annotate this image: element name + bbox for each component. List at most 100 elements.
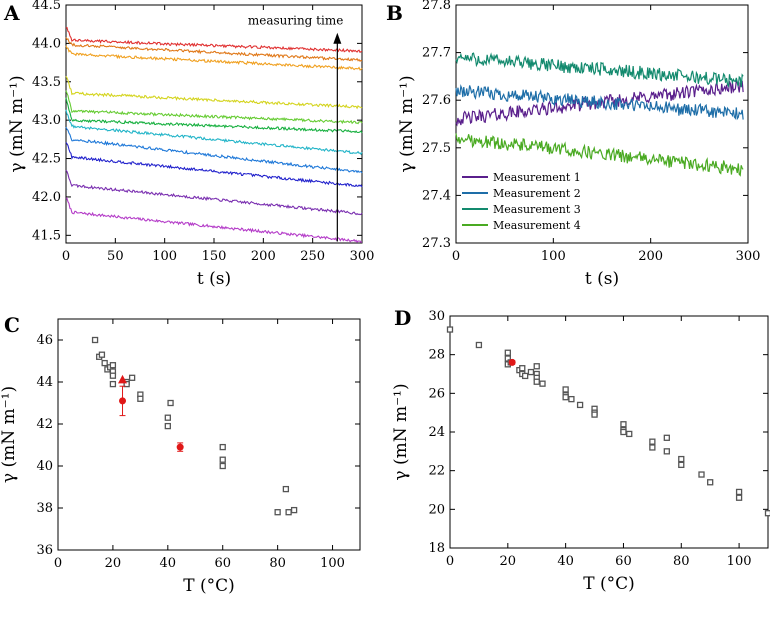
d-literature-point bbox=[527, 368, 535, 376]
a-series-7 bbox=[65, 90, 363, 125]
d-literature-point bbox=[678, 455, 685, 463]
d-ylabel: γ (mN m⁻¹) bbox=[391, 383, 411, 480]
a-ytick-label: 44.0 bbox=[32, 36, 61, 51]
d-xtick-label: 60 bbox=[615, 554, 632, 569]
c-literature-point bbox=[164, 422, 171, 430]
a-series-5 bbox=[65, 109, 363, 156]
d-ytick-label: 22 bbox=[428, 464, 445, 479]
d-literature-point bbox=[620, 421, 627, 428]
c-literature-point bbox=[282, 485, 290, 493]
c-ytick-label: 42 bbox=[36, 417, 53, 432]
c-literature-point bbox=[219, 462, 226, 470]
c-xtick-label: 60 bbox=[214, 556, 231, 571]
c-literature-point bbox=[219, 456, 226, 463]
d-literature-point bbox=[568, 395, 575, 403]
d-xlabel: T (°C) bbox=[583, 574, 635, 594]
a-series-10 bbox=[65, 37, 363, 62]
a-ytick-label: 42.0 bbox=[32, 190, 61, 205]
d-literature-point bbox=[591, 411, 598, 418]
a-ytick-label: 43.0 bbox=[32, 113, 61, 128]
b-xtick-label: 0 bbox=[452, 249, 460, 264]
a-xtick-label: 250 bbox=[300, 249, 325, 264]
d-ytick-label: 28 bbox=[428, 348, 445, 363]
b-xtick-label: 300 bbox=[736, 249, 761, 264]
d-literature-point bbox=[764, 510, 770, 517]
panel-c-label: C bbox=[4, 313, 20, 337]
d-ytick-label: 30 bbox=[428, 309, 445, 324]
a-arrow-head bbox=[333, 32, 342, 44]
c-ytick-label: 38 bbox=[36, 501, 53, 516]
c-xlabel: T (°C) bbox=[183, 576, 235, 596]
c-literature-point bbox=[109, 362, 117, 369]
c-measured-point bbox=[118, 374, 128, 384]
d-literature-point bbox=[504, 349, 511, 356]
c-xtick-label: 80 bbox=[269, 556, 286, 571]
d-ytick-label: 18 bbox=[428, 541, 445, 556]
b-series-4 bbox=[455, 133, 744, 177]
b-ytick-label: 27.8 bbox=[422, 0, 451, 13]
a-series-1 bbox=[65, 197, 363, 244]
d-literature-point bbox=[707, 479, 714, 486]
b-ytick-label: 27.3 bbox=[422, 236, 451, 251]
d-literature-point bbox=[576, 401, 584, 409]
a-series-4 bbox=[65, 126, 363, 174]
c-literature-point bbox=[123, 380, 130, 388]
a-series-6 bbox=[65, 97, 363, 134]
panel-d-label: D bbox=[394, 306, 411, 330]
a-xtick-label: 100 bbox=[152, 249, 177, 264]
panel-a-label: A bbox=[3, 1, 20, 25]
panel-b-chart: 0 100 200 300 27.3 27.4 27.5 27.6 27.7 27.8 t (s) γ… bbox=[397, 0, 760, 289]
panel-a-chart: 0 50 100 150 200 250 300 41.5 42.0 42.5 43.0 43.5 44… bbox=[7, 0, 374, 289]
d-literature-point bbox=[678, 461, 685, 469]
c-ylabel: γ (mN m⁻¹) bbox=[0, 386, 19, 483]
d-literature-point bbox=[649, 444, 656, 451]
a-ytick-label: 44.5 bbox=[32, 0, 61, 13]
b-ylabel: γ (mN m⁻¹) bbox=[397, 75, 417, 172]
d-ytick-label: 20 bbox=[428, 502, 445, 517]
c-literature-point bbox=[285, 509, 292, 516]
c-measured-point bbox=[119, 397, 127, 405]
b-frame bbox=[455, 4, 749, 244]
d-literature-point bbox=[562, 386, 569, 393]
d-literature-point bbox=[663, 434, 670, 441]
b-legend-label-2: Measurement 2 bbox=[493, 187, 581, 200]
a-ytick-label: 41.5 bbox=[32, 228, 61, 243]
a-series-11 bbox=[65, 26, 363, 54]
c-literature-point bbox=[128, 374, 136, 381]
c-literature-point bbox=[109, 372, 117, 379]
d-xtick-label: 20 bbox=[500, 554, 517, 569]
c-literature-point bbox=[137, 395, 144, 402]
c-xtick-label: 40 bbox=[160, 556, 177, 571]
d-literature-point bbox=[735, 488, 743, 496]
b-xtick-label: 200 bbox=[638, 249, 663, 264]
d-literature-point bbox=[562, 394, 569, 401]
c-literature-point bbox=[101, 359, 108, 367]
c-literature-point bbox=[219, 443, 226, 451]
d-literature-point bbox=[698, 471, 705, 478]
a-xtick-label: 150 bbox=[202, 249, 227, 264]
c-xtick-label: 20 bbox=[105, 556, 122, 571]
a-ytick-label: 42.5 bbox=[32, 152, 61, 167]
d-literature-point bbox=[649, 438, 656, 445]
d-ytick-label: 24 bbox=[428, 425, 445, 440]
d-literature-point bbox=[735, 494, 743, 501]
a-annotation: measuring time bbox=[248, 13, 343, 27]
panel-c-chart: 0 20 40 60 80 100 36 38 40 42 44 46 T (°C) γ (mN m⁻¹) bbox=[0, 318, 361, 596]
b-ytick-label: 27.6 bbox=[422, 93, 451, 108]
c-xtick-label: 100 bbox=[320, 556, 345, 571]
d-ytick-label: 26 bbox=[428, 386, 445, 401]
d-literature-point bbox=[475, 341, 483, 349]
a-series-8 bbox=[65, 76, 363, 110]
d-measured-point bbox=[508, 358, 516, 366]
b-ytick-label: 27.5 bbox=[422, 141, 451, 156]
d-literature-point bbox=[522, 372, 529, 380]
b-xlabel: t (s) bbox=[585, 269, 619, 289]
c-literature-point bbox=[91, 336, 99, 344]
c-ytick-label: 40 bbox=[36, 459, 53, 474]
panel-d-chart: 0 20 40 60 80 100 18 20 22 24 26 28 30 T (°C) γ (mN m⁻… bbox=[391, 309, 770, 594]
a-xtick-label: 200 bbox=[251, 249, 276, 264]
a-series-2 bbox=[65, 169, 363, 216]
d-frame bbox=[449, 315, 769, 549]
c-xtick-label: 0 bbox=[54, 556, 62, 571]
